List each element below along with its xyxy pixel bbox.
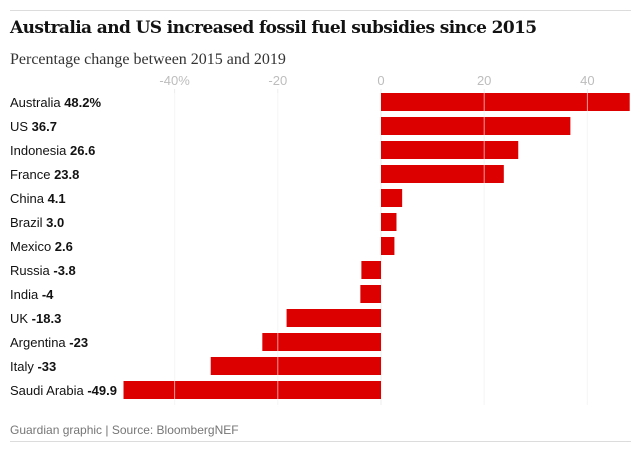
bar <box>381 141 519 159</box>
category-label: Brazil 3.0 <box>10 215 64 230</box>
value-label: 3.0 <box>46 215 64 230</box>
bar <box>381 165 504 183</box>
category-label: France 23.8 <box>10 167 79 182</box>
value-label: -33 <box>37 359 56 374</box>
category-name: Italy <box>10 359 37 374</box>
bar <box>210 357 381 375</box>
value-label: 23.8 <box>54 167 79 182</box>
category-label: Mexico 2.6 <box>10 239 73 254</box>
value-label: 48.2% <box>64 95 101 110</box>
source-note: Guardian graphic | Source: BloombergNEF <box>10 423 239 437</box>
category-name: Australia <box>10 95 64 110</box>
x-tick-label: 40 <box>580 73 594 88</box>
x-tick-label: 20 <box>477 73 491 88</box>
category-label: US 36.7 <box>10 119 57 134</box>
bar <box>361 261 381 279</box>
category-label: UK -18.3 <box>10 311 61 326</box>
value-label: 36.7 <box>32 119 57 134</box>
category-name: Russia <box>10 263 53 278</box>
value-label: 26.6 <box>70 143 95 158</box>
chart-title: Australia and US increased fossil fuel s… <box>10 18 537 38</box>
value-label: 2.6 <box>55 239 73 254</box>
category-label: Russia -3.8 <box>10 263 76 278</box>
category-name: Saudi Arabia <box>10 383 87 398</box>
category-name: US <box>10 119 32 134</box>
bar <box>381 93 630 111</box>
bar <box>381 237 395 255</box>
bottom-rule <box>10 441 631 442</box>
category-label: Indonesia 26.6 <box>10 143 95 158</box>
category-name: India <box>10 287 42 302</box>
value-label: -49.9 <box>87 383 117 398</box>
category-label: India -4 <box>10 287 54 302</box>
bar <box>381 189 403 207</box>
value-label: 4.1 <box>48 191 66 206</box>
value-label: -23 <box>69 335 88 350</box>
value-label: -4 <box>42 287 54 302</box>
bar <box>360 285 381 303</box>
category-label: Italy -33 <box>10 359 56 374</box>
category-name: Brazil <box>10 215 46 230</box>
category-name: China <box>10 191 48 206</box>
category-name: Mexico <box>10 239 55 254</box>
top-rule <box>10 10 631 11</box>
bar <box>286 309 381 327</box>
x-tick-label: 0 <box>377 73 384 88</box>
category-name: UK <box>10 311 32 326</box>
bar <box>123 381 382 399</box>
category-name: France <box>10 167 54 182</box>
chart-subtitle: Percentage change between 2015 and 2019 <box>10 51 286 68</box>
category-name: Indonesia <box>10 143 70 158</box>
bar <box>381 213 397 231</box>
value-label: -18.3 <box>32 311 62 326</box>
category-label: Saudi Arabia -49.9 <box>10 383 117 398</box>
category-label: Australia 48.2% <box>10 95 102 110</box>
bar <box>262 333 381 351</box>
category-label: China 4.1 <box>10 191 66 206</box>
category-label: Argentina -23 <box>10 335 88 350</box>
bar <box>381 117 571 135</box>
value-label: -3.8 <box>53 263 75 278</box>
category-name: Argentina <box>10 335 69 350</box>
x-tick-label: -40% <box>159 73 190 88</box>
x-tick-label: -20 <box>268 73 287 88</box>
